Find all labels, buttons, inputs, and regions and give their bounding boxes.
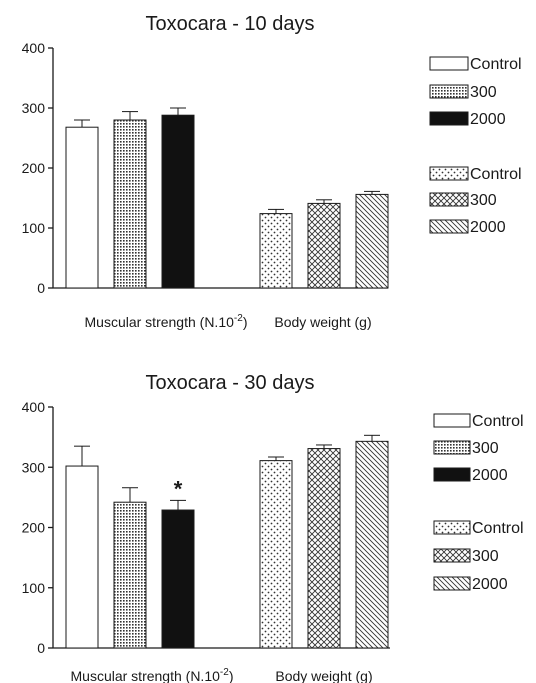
y-tick-label: 0 [37,640,45,656]
legend-swatch-open [429,56,469,71]
legend-label: 300 [472,440,499,457]
x-group-label: Body weight (g) [274,314,371,330]
significance-marker: * [174,476,183,501]
legend-label: 300 [470,84,497,101]
y-tick-label: 400 [22,399,46,415]
x-group-label: Muscular strength (N.10-2) [71,667,234,683]
legend-label: Control [470,166,522,183]
bar-300-fine-dots [113,119,147,289]
bar-2000-solid [161,114,195,289]
legend-label: 2000 [470,111,506,128]
bar-control-open [65,126,99,289]
y-tick-label: 300 [22,100,46,116]
y-tick-label: 200 [22,520,46,536]
bar-2000-diagonal [355,440,389,649]
bar-300-crosshatch [307,448,341,649]
legend-swatch-sparse-dots [429,166,469,181]
legend-swatch-sparse-dots [433,520,471,535]
x-group-label: Body weight (g) [275,668,372,683]
legend-swatch-fine-dots [433,440,471,455]
chart-panel-10-days: Toxocara - 10 days 0 100 200 300 400 Muscular … [22,13,522,330]
legend-swatch-solid [429,111,469,126]
legend-label: 2000 [472,576,508,593]
bar-2000-solid [161,509,195,649]
legend-swatch-crosshatch [429,192,469,207]
legend-swatch-diagonal [433,576,471,591]
y-tick-label: 100 [22,220,46,236]
y-tick-label: 300 [22,459,46,475]
y-tick-label: 100 [22,580,46,596]
bar-control-sparse-dots [259,213,293,289]
legend-swatch-open [433,413,471,428]
legend-swatch-diagonal [429,219,469,234]
y-tick-label: 0 [37,280,45,296]
legend-label: Control [472,520,524,537]
chart-title: Toxocara - 10 days [146,13,315,35]
legend-label: Control [472,413,524,430]
legend-swatch-crosshatch [433,548,471,563]
bar-2000-diagonal [355,193,389,289]
chart-title: Toxocara - 30 days [146,372,315,394]
y-tick-label: 200 [22,160,46,176]
bar-300-crosshatch [307,202,341,289]
legend-label: Control [470,56,522,73]
x-group-label: Muscular strength (N.10-2) [85,313,248,330]
bar-control-open [65,465,99,649]
chart-panel-30-days: Toxocara - 30 days 0 100 200 300 400 * Muscular… [22,372,524,683]
legend-label: 2000 [472,467,508,484]
y-tick-label: 400 [22,40,46,56]
legend-label: 2000 [470,219,506,236]
bar-300-fine-dots [113,501,147,649]
legend-label: 300 [472,548,499,565]
legend-swatch-solid [433,467,471,482]
bar-control-sparse-dots [259,460,293,649]
legend-swatch-fine-dots [429,84,469,99]
legend-label: 300 [470,192,497,209]
